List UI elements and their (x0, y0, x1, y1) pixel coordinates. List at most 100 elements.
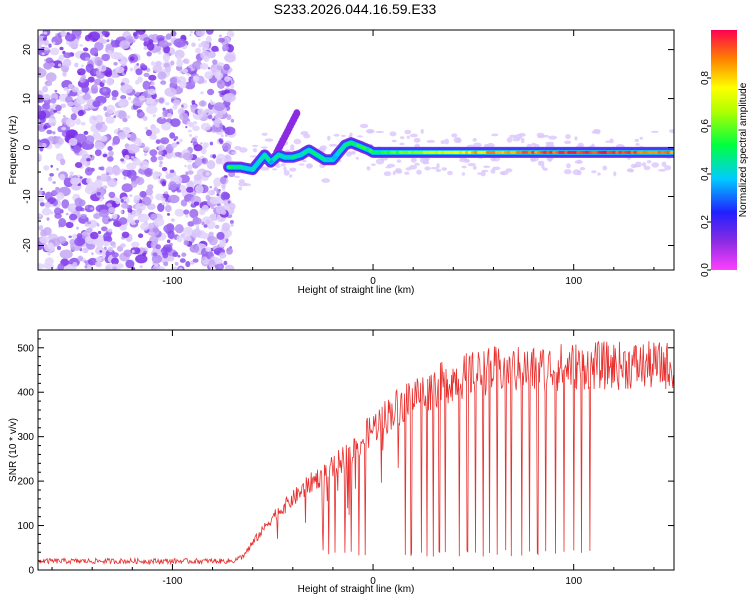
noise-blob (222, 188, 226, 191)
noise-blob (229, 220, 234, 224)
colorbar-tick-label: 0.0 (700, 263, 711, 277)
noise-blob (142, 30, 146, 33)
noise-blob (221, 183, 226, 190)
noise-blob (224, 53, 236, 63)
noise-blob (56, 236, 67, 244)
noise-blob (108, 191, 116, 199)
scatter-blob (404, 129, 412, 135)
scatter-blob (420, 129, 424, 134)
noise-blob (43, 165, 50, 171)
noise-blob (157, 203, 165, 212)
noise-blob (129, 67, 134, 72)
noise-blob (215, 112, 224, 119)
noise-blob (183, 58, 190, 65)
noise-blob (95, 261, 101, 267)
noise-blob (206, 190, 212, 194)
noise-blob (43, 31, 48, 35)
noise-blob (84, 167, 93, 176)
scatter-blob (410, 157, 417, 163)
noise-blob (215, 205, 226, 215)
colorbar-tick-label: 0.8 (700, 71, 711, 85)
noise-blob (43, 125, 48, 130)
noise-blob (121, 148, 129, 156)
scatter-blob (505, 168, 513, 173)
noise-blob (153, 217, 165, 227)
scatter-blob (280, 163, 286, 167)
noise-blob (94, 179, 103, 189)
noise-blob (111, 71, 118, 78)
noise-blob (62, 58, 72, 68)
noise-blob (188, 200, 192, 204)
noise-blob (120, 210, 124, 214)
noise-blob (209, 196, 220, 205)
noise-blob (167, 112, 173, 119)
noise-blob (79, 44, 83, 47)
noise-blob (69, 171, 74, 176)
scatter-blob (459, 158, 468, 163)
noise-blob (226, 248, 231, 251)
x-tick-label: 0 (370, 276, 376, 287)
noise-blob (49, 173, 54, 177)
noise-blob (43, 61, 53, 70)
noise-blob (115, 66, 125, 74)
scatter-blob (375, 130, 385, 134)
noise-blob (144, 167, 153, 177)
noise-blob (162, 53, 170, 62)
noise-blob (39, 202, 45, 207)
noise-blob (179, 138, 183, 143)
noise-blob (83, 130, 89, 135)
noise-blob (68, 137, 78, 146)
noise-blob (89, 47, 99, 56)
scatter-blob (319, 145, 327, 150)
scatter-blob (383, 171, 392, 177)
noise-blob (131, 249, 135, 254)
colorbar-tick-label: 0.6 (700, 119, 711, 133)
noise-blob (139, 160, 149, 170)
noise-blob (108, 218, 112, 222)
noise-blob (140, 222, 150, 231)
y-tick-label: 20 (22, 44, 33, 56)
noise-blob (226, 30, 235, 38)
scatter-blob (404, 171, 410, 175)
noise-blob (213, 177, 222, 187)
scatter-blob (461, 165, 467, 169)
scatter-blob (605, 140, 612, 143)
noise-blob (189, 134, 192, 137)
noise-blob (164, 204, 172, 213)
noise-blob (187, 129, 192, 133)
noise-blob (145, 97, 155, 105)
noise-blob (81, 153, 92, 163)
noise-blob (110, 40, 121, 48)
scatter-blob (480, 171, 486, 177)
noise-blob (56, 111, 61, 114)
noise-blob (220, 134, 224, 138)
noise-blob (146, 105, 158, 114)
noise-blob (38, 66, 42, 73)
noise-blob (174, 261, 179, 266)
noise-blob (124, 154, 130, 160)
noise-blob (150, 127, 160, 134)
spectrogram-marks (38, 30, 674, 270)
noise-blob (110, 51, 120, 60)
scatter-blob (593, 129, 601, 133)
scatter-blob (426, 139, 436, 143)
scatter-blob (473, 142, 482, 148)
noise-blob (112, 266, 118, 270)
scatter-blob (341, 134, 346, 137)
noise-blob (169, 108, 173, 113)
noise-blob (168, 194, 180, 204)
noise-blob (102, 185, 108, 190)
noise-blob (169, 132, 176, 139)
noise-blob (152, 264, 161, 270)
noise-blob (196, 225, 200, 228)
scatter-blob (651, 162, 660, 168)
scatter-blob (506, 137, 513, 143)
noise-blob (95, 70, 102, 75)
noise-blob (158, 40, 169, 48)
noise-blob (152, 252, 158, 257)
noise-blob (80, 121, 86, 126)
scatter-blob (389, 131, 397, 137)
scatter-blob (436, 163, 440, 169)
scatter-blob (574, 136, 578, 141)
